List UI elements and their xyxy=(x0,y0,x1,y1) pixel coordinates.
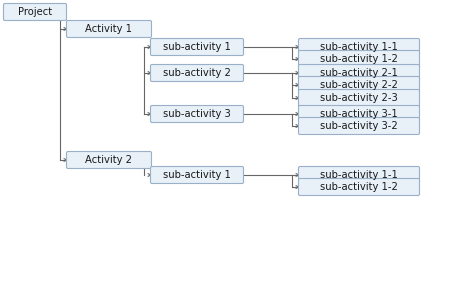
FancyBboxPatch shape xyxy=(298,166,419,184)
FancyBboxPatch shape xyxy=(298,50,419,68)
Text: sub-activity 2: sub-activity 2 xyxy=(162,68,230,78)
FancyBboxPatch shape xyxy=(150,64,243,82)
FancyBboxPatch shape xyxy=(150,38,243,56)
Text: sub-activity 1-2: sub-activity 1-2 xyxy=(319,182,397,192)
Text: sub-activity 1-1: sub-activity 1-1 xyxy=(319,170,397,180)
FancyBboxPatch shape xyxy=(298,178,419,196)
FancyBboxPatch shape xyxy=(150,105,243,123)
Text: sub-activity 3: sub-activity 3 xyxy=(163,109,230,119)
Text: sub-activity 2-3: sub-activity 2-3 xyxy=(319,93,397,103)
FancyBboxPatch shape xyxy=(298,64,419,82)
Text: sub-activity 3-1: sub-activity 3-1 xyxy=(319,109,397,119)
Text: sub-activity 1-1: sub-activity 1-1 xyxy=(319,42,397,52)
Text: Activity 2: Activity 2 xyxy=(85,155,132,165)
FancyBboxPatch shape xyxy=(298,105,419,123)
FancyBboxPatch shape xyxy=(67,152,151,168)
Text: sub-activity 3-2: sub-activity 3-2 xyxy=(319,121,397,131)
Text: Activity 1: Activity 1 xyxy=(85,24,132,34)
FancyBboxPatch shape xyxy=(298,89,419,107)
Text: sub-activity 1-2: sub-activity 1-2 xyxy=(319,54,397,64)
FancyBboxPatch shape xyxy=(67,21,151,38)
Text: sub-activity 2-1: sub-activity 2-1 xyxy=(319,68,397,78)
Text: Project: Project xyxy=(18,7,52,17)
Text: sub-activity 1: sub-activity 1 xyxy=(162,42,230,52)
FancyBboxPatch shape xyxy=(298,76,419,93)
Text: sub-activity 1: sub-activity 1 xyxy=(162,170,230,180)
FancyBboxPatch shape xyxy=(150,166,243,184)
Text: sub-activity 2-2: sub-activity 2-2 xyxy=(319,80,397,90)
FancyBboxPatch shape xyxy=(4,3,67,21)
FancyBboxPatch shape xyxy=(298,117,419,135)
FancyBboxPatch shape xyxy=(298,38,419,56)
